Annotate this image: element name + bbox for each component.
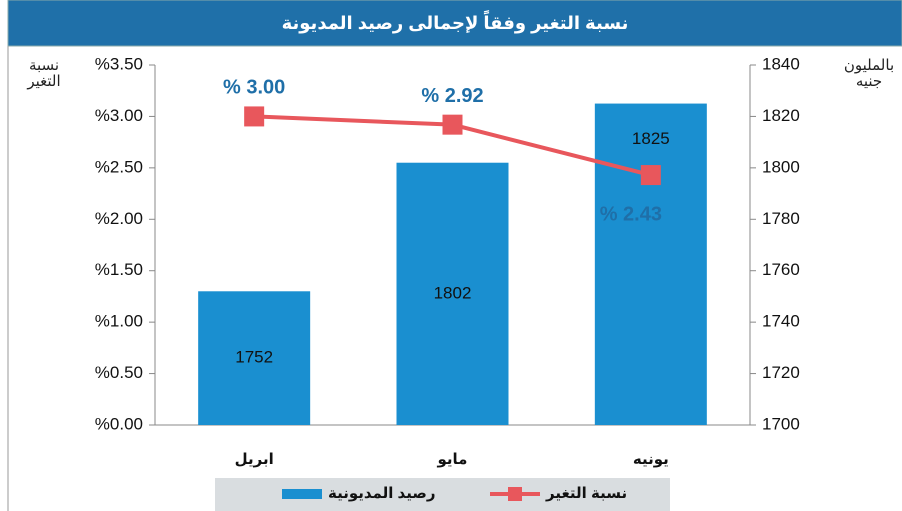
legend-label: رصيد المديونية xyxy=(328,485,435,502)
line-marker xyxy=(640,165,661,186)
legend-swatch xyxy=(282,489,322,499)
line-marker xyxy=(442,114,463,135)
bar xyxy=(396,162,509,425)
legend-label: نسبة التغير xyxy=(545,485,627,502)
y-tick-label: %2.00 xyxy=(95,209,143,228)
y-tick-label: %0.00 xyxy=(95,414,143,433)
x-tick-label: ابريل xyxy=(235,451,274,468)
y2-axis-label: بالمليون جنيه xyxy=(843,57,895,90)
legend-swatch xyxy=(508,487,522,501)
y2-tick-label: 1700 xyxy=(762,414,800,433)
y2-tick-label: 1840 xyxy=(762,54,800,73)
line-label: % 2.92 xyxy=(421,85,483,107)
bar xyxy=(198,291,311,425)
title-bar xyxy=(7,0,902,47)
y-axis-label: نسبة التغير xyxy=(27,57,61,90)
y-tick-label: %0.50 xyxy=(95,363,143,382)
chart-title: نسبة التغير وفقاً لإجمالى رصيد المديونة xyxy=(282,10,629,34)
y-tick-label: %1.50 xyxy=(95,260,143,279)
y2-tick-label: 1760 xyxy=(762,260,800,279)
bar-label: 1752 xyxy=(235,348,273,367)
y-tick-label: %3.00 xyxy=(95,106,143,125)
bar-label: 1825 xyxy=(632,129,670,148)
y-tick-label: %3.50 xyxy=(95,54,143,73)
y2-tick-label: 1800 xyxy=(762,157,800,176)
bar xyxy=(594,103,707,426)
bar-label: 1802 xyxy=(434,283,472,302)
y2-tick-label: 1740 xyxy=(762,312,800,331)
y2-tick-label: 1780 xyxy=(762,209,800,228)
line-label: % 2.43 xyxy=(600,203,662,225)
x-tick-label: مايو xyxy=(437,451,468,468)
y2-tick-label: 1820 xyxy=(762,106,800,125)
x-tick-label: يونيه xyxy=(633,451,669,468)
line-marker xyxy=(244,106,265,127)
line-label: % 3.00 xyxy=(223,77,285,99)
y-tick-label: %1.00 xyxy=(95,312,143,331)
y-tick-label: %2.50 xyxy=(95,157,143,176)
y2-tick-label: 1720 xyxy=(762,363,800,382)
